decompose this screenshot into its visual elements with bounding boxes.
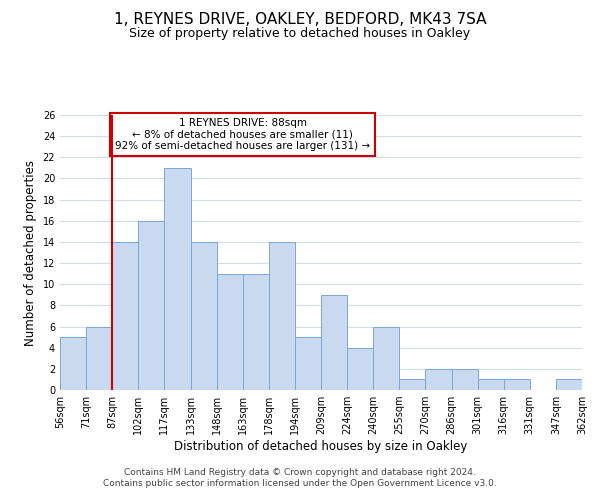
Bar bbox=[478, 380, 504, 390]
Bar bbox=[164, 168, 191, 390]
Bar bbox=[60, 337, 86, 390]
Bar bbox=[86, 326, 112, 390]
Text: 1, REYNES DRIVE, OAKLEY, BEDFORD, MK43 7SA: 1, REYNES DRIVE, OAKLEY, BEDFORD, MK43 7… bbox=[114, 12, 486, 28]
Text: Contains HM Land Registry data © Crown copyright and database right 2024.
Contai: Contains HM Land Registry data © Crown c… bbox=[103, 468, 497, 487]
Bar bbox=[504, 380, 530, 390]
Bar bbox=[400, 380, 425, 390]
X-axis label: Distribution of detached houses by size in Oakley: Distribution of detached houses by size … bbox=[175, 440, 467, 453]
Bar bbox=[242, 274, 269, 390]
Bar bbox=[191, 242, 217, 390]
Bar bbox=[321, 295, 347, 390]
Text: 1 REYNES DRIVE: 88sqm
← 8% of detached houses are smaller (11)
92% of semi-detac: 1 REYNES DRIVE: 88sqm ← 8% of detached h… bbox=[115, 118, 370, 151]
Y-axis label: Number of detached properties: Number of detached properties bbox=[24, 160, 37, 346]
Bar bbox=[217, 274, 243, 390]
Bar bbox=[373, 326, 400, 390]
Bar bbox=[452, 369, 478, 390]
Bar bbox=[112, 242, 139, 390]
Bar bbox=[556, 380, 582, 390]
Text: Size of property relative to detached houses in Oakley: Size of property relative to detached ho… bbox=[130, 28, 470, 40]
Bar bbox=[269, 242, 295, 390]
Bar bbox=[425, 369, 452, 390]
Bar bbox=[347, 348, 373, 390]
Bar bbox=[295, 337, 321, 390]
Bar bbox=[139, 221, 164, 390]
